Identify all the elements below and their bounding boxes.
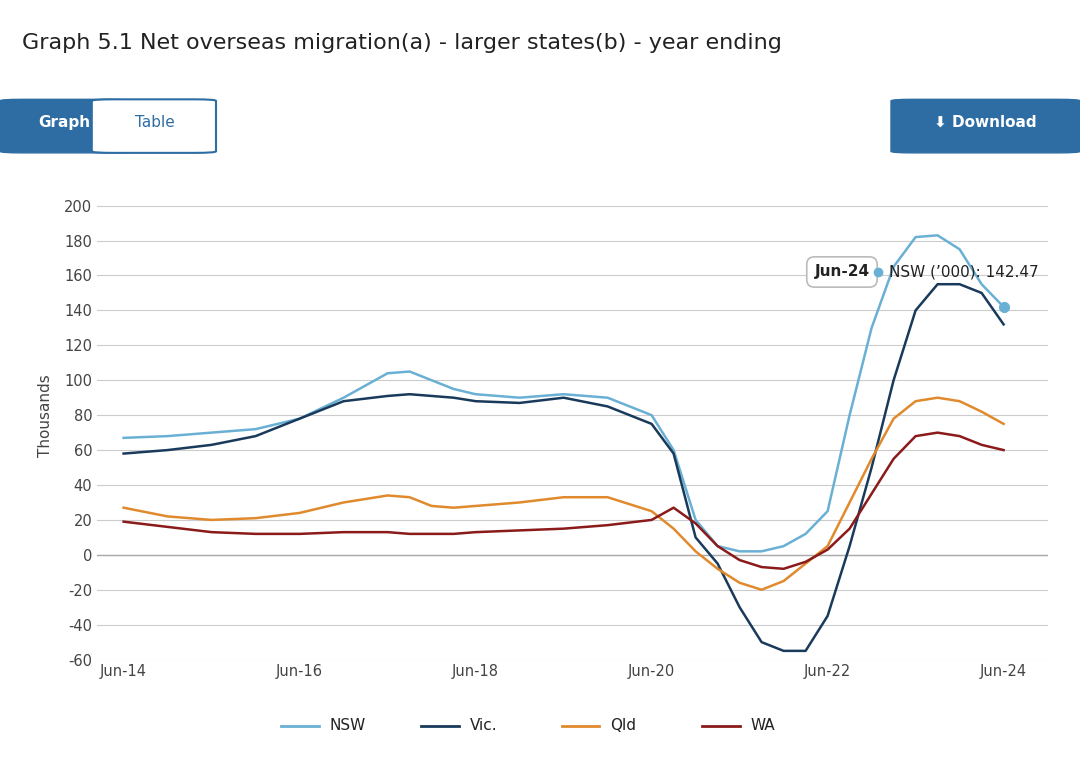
- Text: Qld: Qld: [610, 718, 636, 733]
- Text: NSW (’000): 142.47: NSW (’000): 142.47: [889, 265, 1039, 279]
- Text: Graph 5.1 Net overseas migration(a) - larger states(b) - year ending: Graph 5.1 Net overseas migration(a) - la…: [22, 33, 782, 53]
- Text: Table: Table: [135, 115, 174, 130]
- FancyBboxPatch shape: [891, 99, 1080, 153]
- Text: Vic.: Vic.: [470, 718, 498, 733]
- Y-axis label: Thousands: Thousands: [38, 374, 53, 456]
- FancyBboxPatch shape: [0, 99, 130, 153]
- Text: NSW: NSW: [329, 718, 366, 733]
- FancyBboxPatch shape: [92, 99, 216, 153]
- Text: Jun-24: Jun-24: [814, 265, 869, 279]
- Text: ⬇ Download: ⬇ Download: [933, 115, 1037, 130]
- Text: Graph: Graph: [39, 115, 91, 130]
- Text: WA: WA: [751, 718, 775, 733]
